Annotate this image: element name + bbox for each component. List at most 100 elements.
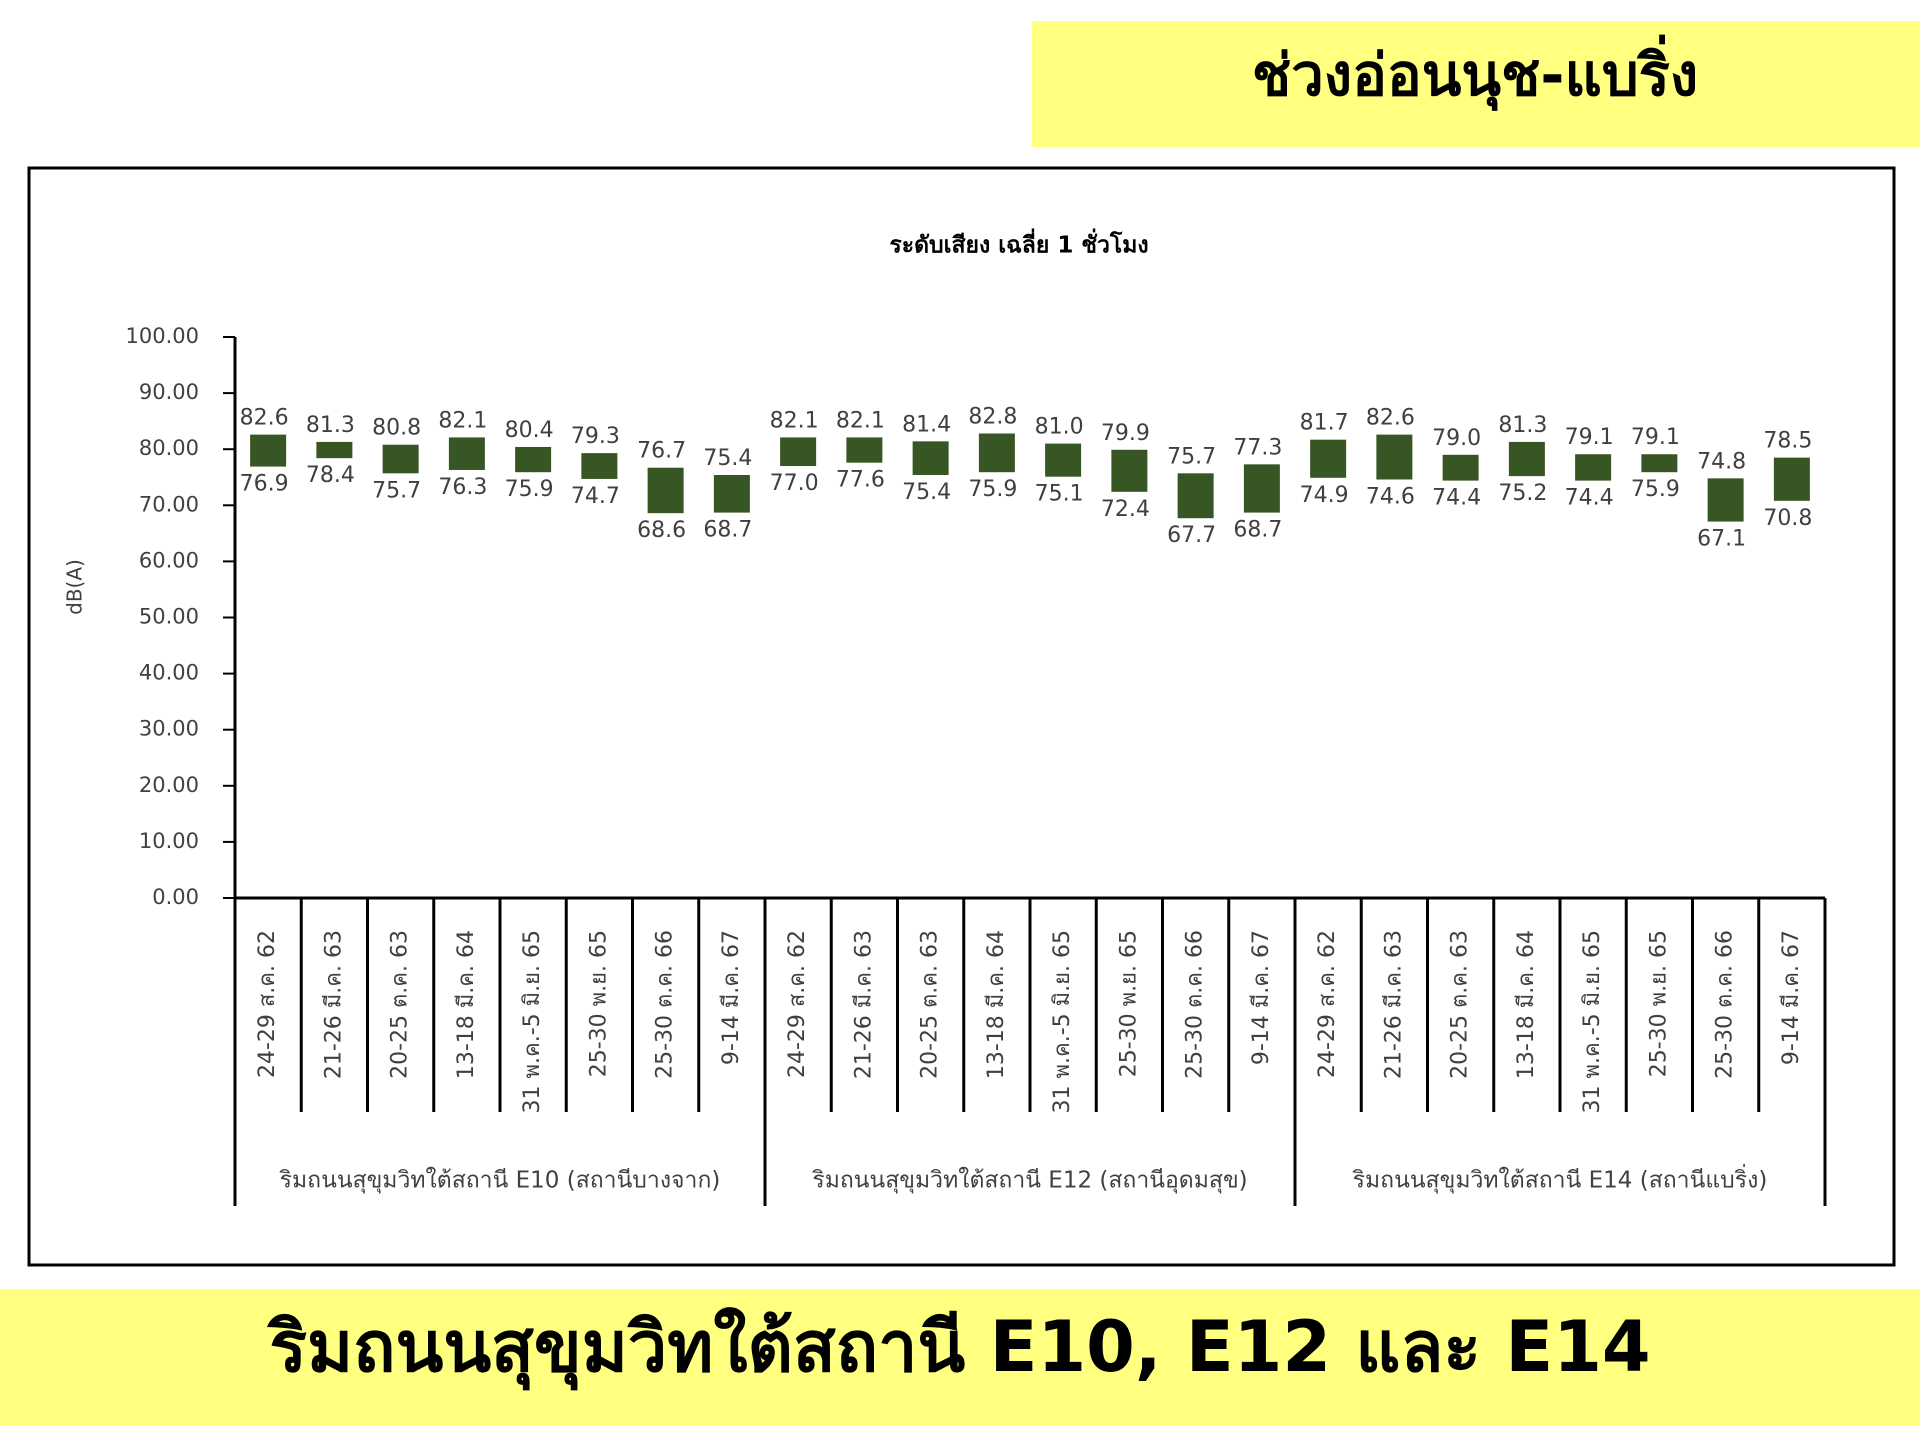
y-tick-label: 50.00 [139, 605, 199, 629]
header-band [1032, 21, 1920, 147]
range-bar [713, 475, 750, 513]
low-label: 67.1 [1697, 527, 1746, 552]
high-label: 82.6 [1366, 406, 1415, 431]
low-label: 77.6 [836, 468, 885, 493]
footer-band [0, 1289, 1920, 1426]
high-label: 81.7 [1300, 411, 1349, 436]
high-label: 81.4 [902, 412, 951, 437]
low-label: 70.8 [1763, 506, 1812, 531]
x-tick-label: 25-30 ต.ค. 66 [653, 930, 678, 1079]
low-label: 74.4 [1565, 486, 1614, 511]
high-label: 79.1 [1565, 425, 1614, 450]
range-bar [647, 467, 684, 514]
group-label: ริมถนนสุขุมวิทใต้สถานี E10 (สถานีบางจาก) [279, 1167, 720, 1194]
high-label: 75.7 [1167, 444, 1216, 469]
low-label: 75.9 [1631, 477, 1680, 502]
y-tick-label: 100.00 [126, 324, 199, 348]
range-bar [846, 437, 883, 463]
range-bar [1177, 473, 1214, 519]
x-tick-label: 25-30 ต.ค. 66 [1713, 930, 1738, 1079]
x-tick-label: 9-14 มี.ค. 67 [719, 930, 744, 1065]
range-bar [250, 434, 287, 467]
y-tick-label: 60.00 [139, 548, 199, 572]
low-label: 72.4 [1101, 497, 1150, 522]
high-label: 79.3 [571, 424, 620, 449]
low-label: 77.0 [770, 471, 819, 496]
high-label: 82.1 [438, 408, 487, 433]
range-bar [912, 441, 949, 476]
high-label: 80.8 [372, 416, 421, 441]
high-label: 79.0 [1432, 426, 1481, 451]
x-tick-label: 13-18 มี.ค. 64 [454, 930, 479, 1079]
high-label: 74.8 [1697, 449, 1746, 474]
low-label: 67.7 [1167, 523, 1216, 548]
low-label: 75.4 [902, 480, 951, 505]
x-tick-label: 21-26 มี.ค. 63 [321, 930, 346, 1079]
range-bar [581, 453, 618, 479]
range-bar [1575, 454, 1612, 481]
y-tick-label: 30.00 [139, 717, 199, 741]
high-label: 82.8 [968, 404, 1017, 429]
x-tick-label: 25-30 พ.ย. 65 [1646, 930, 1671, 1077]
high-label: 75.4 [703, 446, 752, 471]
range-bar [382, 444, 419, 474]
x-tick-label: 20-25 ต.ค. 63 [1448, 930, 1473, 1079]
x-tick-label: 31 พ.ค.-5 มิ.ย. 65 [1050, 930, 1075, 1114]
range-bar [316, 441, 353, 459]
x-tick-label: 31 พ.ค.-5 มิ.ย. 65 [1580, 930, 1605, 1114]
high-label: 82.1 [836, 408, 885, 433]
y-tick-label: 90.00 [139, 380, 199, 404]
x-tick-label: 20-25 ต.ค. 63 [388, 930, 413, 1079]
high-label: 79.1 [1631, 425, 1680, 450]
x-tick-label: 9-14 มี.ค. 67 [1779, 930, 1804, 1065]
range-bar [1376, 434, 1413, 480]
high-label: 81.3 [306, 413, 355, 438]
x-tick-label: 25-30 พ.ย. 65 [586, 930, 611, 1077]
range-bar [448, 437, 485, 470]
x-tick-label: 31 พ.ค.-5 มิ.ย. 65 [520, 930, 545, 1114]
x-tick-label: 24-29 ส.ค. 62 [1315, 930, 1340, 1078]
y-tick-label: 70.00 [139, 492, 199, 516]
high-label: 79.9 [1101, 421, 1150, 446]
high-label: 78.5 [1763, 429, 1812, 454]
low-label: 74.6 [1366, 484, 1415, 509]
y-tick-label: 80.00 [139, 436, 199, 460]
range-bar [978, 433, 1015, 473]
range-bar [780, 437, 817, 467]
low-label: 68.7 [703, 518, 752, 543]
chart-title: ระดับเสียง เฉลี่ย 1 ชั่วโมง [889, 228, 1148, 259]
footer-title: ริมถนนสุขุมวิทใต้สถานี E10, E12 และ E14 [266, 1306, 1651, 1391]
high-label: 80.4 [505, 418, 554, 443]
low-label: 74.4 [1432, 486, 1481, 511]
y-tick-label: 40.00 [139, 661, 199, 685]
low-label: 75.9 [505, 477, 554, 502]
x-tick-label: 13-18 มี.ค. 64 [1514, 930, 1539, 1079]
y-tick-label: 20.00 [139, 773, 199, 797]
range-bar [1111, 449, 1148, 492]
range-bar [1310, 439, 1347, 478]
low-label: 75.9 [968, 477, 1017, 502]
group-label: ริมถนนสุขุมวิทใต้สถานี E12 (สถานีอุดมสุข… [812, 1167, 1248, 1194]
low-label: 74.7 [571, 484, 620, 509]
x-tick-label: 13-18 มี.ค. 64 [984, 930, 1009, 1079]
range-bar [515, 446, 552, 473]
range-bar [1707, 478, 1744, 522]
low-label: 75.2 [1498, 481, 1547, 506]
x-tick-label: 24-29 ส.ค. 62 [785, 930, 810, 1078]
high-label: 81.0 [1035, 415, 1084, 440]
low-label: 75.1 [1035, 482, 1084, 507]
x-tick-label: 25-30 ต.ค. 66 [1183, 930, 1208, 1079]
low-label: 68.6 [637, 518, 686, 543]
range-bar [1508, 441, 1545, 477]
y-axis-label: dB(A) [63, 559, 87, 615]
y-tick-label: 0.00 [152, 885, 199, 909]
x-tick-label: 24-29 ส.ค. 62 [255, 930, 280, 1078]
high-label: 82.1 [770, 408, 819, 433]
range-bar [1442, 454, 1479, 481]
low-label: 76.9 [240, 472, 289, 497]
x-tick-label: 20-25 ต.ค. 63 [918, 930, 943, 1079]
low-label: 75.7 [372, 478, 421, 503]
range-bar [1243, 464, 1280, 513]
x-tick-label: 25-30 พ.ย. 65 [1116, 930, 1141, 1077]
high-label: 76.7 [637, 439, 686, 464]
